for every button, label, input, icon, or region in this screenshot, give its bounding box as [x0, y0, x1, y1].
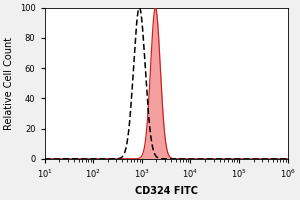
X-axis label: CD324 FITC: CD324 FITC — [135, 186, 198, 196]
Y-axis label: Relative Cell Count: Relative Cell Count — [4, 37, 14, 130]
